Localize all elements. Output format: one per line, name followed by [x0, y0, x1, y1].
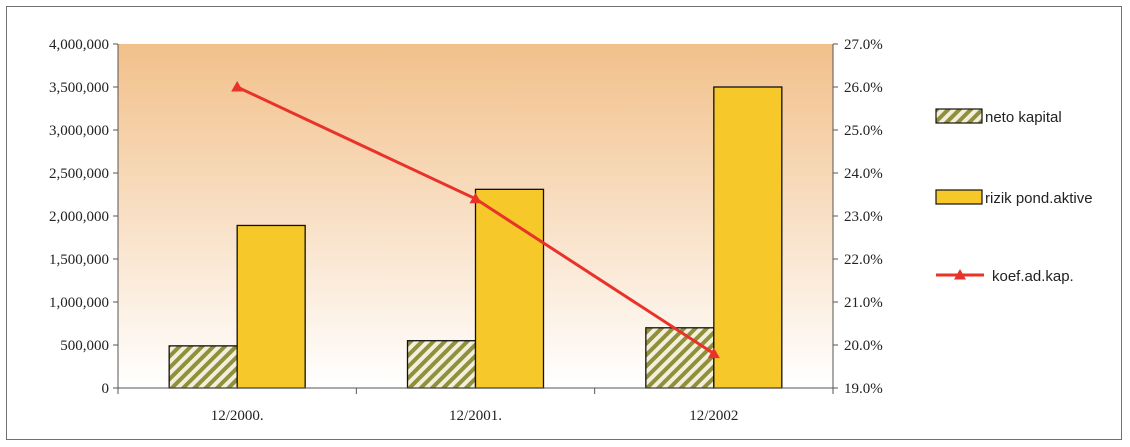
legend-label-koef-ad-kap: koef.ad.kap.	[992, 268, 1074, 285]
legend-marker-koef-ad-kap	[954, 269, 966, 280]
bar-neto-kapital-1	[168, 345, 238, 389]
legend-label-rizik-pond-aktive: rizik pond.aktive	[985, 190, 1093, 207]
bar-neto-kapital-2	[406, 340, 477, 389]
y2-tick-label: 24.0%	[844, 166, 883, 182]
line-point-koef-ad-kap-2	[469, 192, 482, 204]
line-point-koef-ad-kap-3	[707, 347, 720, 359]
chart-frame: 0 19.0% 500,000 20.0% 1,000,000 21.0% 1,500,00…	[6, 6, 1122, 440]
legend-swatch-rizik-pond-aktive	[935, 189, 983, 205]
y-tick-label: 3,000,000	[49, 123, 109, 139]
y-tick-label: 4,000,000	[49, 37, 109, 53]
legend-label-neto-kapital: neto kapital	[985, 109, 1062, 126]
y-tick-label: 1,000,000	[49, 295, 109, 311]
y-tick-label: 2,500,000	[49, 166, 109, 182]
y-tick-label: 1,500,000	[49, 252, 109, 268]
y-tick-label: 0	[102, 381, 110, 397]
y2-tick-label: 26.0%	[844, 80, 883, 96]
x-tick-label: 12/2002	[689, 408, 738, 424]
y2-tick-label: 20.0%	[844, 338, 883, 354]
bar-neto-kapital-3	[645, 327, 715, 389]
legend-swatch-neto-kapital	[935, 108, 983, 124]
y2-tick-label: 22.0%	[844, 252, 883, 268]
y2-tick-label: 27.0%	[844, 37, 883, 53]
y2-tick-label: 23.0%	[844, 209, 883, 225]
y2-tick-label: 21.0%	[844, 295, 883, 311]
line-point-koef-ad-kap-1	[231, 81, 244, 92]
chart: 0 19.0% 500,000 20.0% 1,000,000 21.0% 1,500,00…	[49, 37, 1093, 424]
x-tick-label: 12/2001.	[449, 408, 502, 424]
y-tick-label: 2,000,000	[49, 209, 109, 225]
x-tick-label: 12/2000.	[211, 408, 264, 424]
bar-rizik-pond-aktive-3	[713, 86, 783, 389]
y2-tick-label: 25.0%	[844, 123, 883, 139]
y2-tick-label: 19.0%	[844, 381, 883, 397]
y-tick-label: 3,500,000	[49, 80, 109, 96]
y-tick-label: 500,000	[60, 338, 109, 354]
bar-rizik-pond-aktive-1	[236, 224, 306, 389]
